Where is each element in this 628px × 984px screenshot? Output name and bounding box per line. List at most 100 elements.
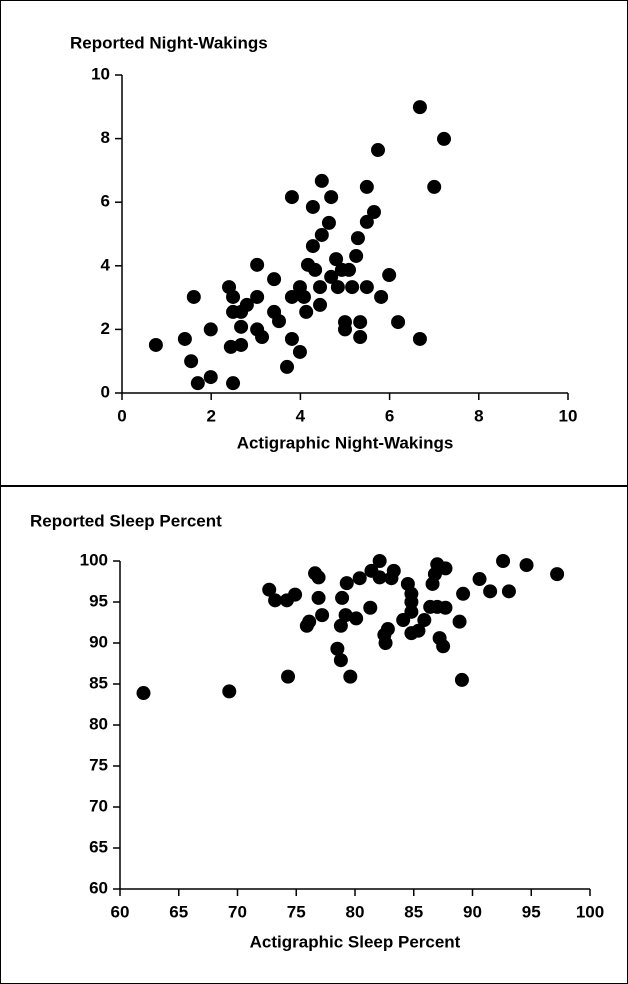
point — [335, 590, 350, 605]
point — [452, 614, 467, 629]
point — [436, 639, 451, 654]
point — [305, 239, 320, 254]
chart-title: Reported Night-Wakings — [70, 33, 268, 52]
point — [222, 684, 237, 699]
point — [333, 653, 348, 668]
point — [345, 280, 360, 295]
point — [404, 604, 419, 619]
point — [315, 608, 330, 623]
x-tick-label: 4 — [296, 406, 306, 425]
point — [284, 331, 299, 346]
y-tick-label: 85 — [89, 673, 108, 692]
point — [343, 669, 358, 684]
point — [349, 248, 364, 263]
point — [250, 289, 265, 304]
x-tick-label: 8 — [474, 406, 483, 425]
point — [271, 314, 286, 329]
point — [299, 304, 314, 319]
point — [324, 269, 339, 284]
y-tick-label: 80 — [89, 714, 108, 733]
point — [353, 330, 368, 345]
point — [374, 289, 389, 304]
point — [250, 257, 265, 272]
point — [391, 315, 406, 330]
point — [438, 561, 453, 576]
point — [501, 584, 516, 599]
point — [411, 623, 426, 638]
point — [333, 618, 348, 633]
point — [311, 590, 326, 605]
x-tick-label: 2 — [206, 406, 215, 425]
y-tick-label: 75 — [89, 755, 108, 774]
point — [438, 600, 453, 615]
x-axis-label: Actigraphic Night-Wakings — [237, 433, 454, 452]
x-tick-label: 95 — [522, 902, 541, 921]
point — [454, 672, 469, 687]
point — [380, 622, 395, 637]
point — [338, 322, 352, 337]
point — [550, 567, 565, 582]
point — [177, 331, 192, 346]
point — [321, 215, 336, 230]
point — [366, 205, 381, 220]
point — [136, 686, 151, 701]
point — [353, 315, 368, 330]
x-tick-label: 10 — [559, 406, 578, 425]
point — [288, 587, 303, 602]
point — [239, 297, 254, 312]
point — [352, 571, 367, 586]
point — [349, 611, 364, 626]
point — [234, 337, 249, 352]
point — [427, 179, 442, 194]
y-tick-label: 6 — [101, 192, 110, 211]
point — [437, 131, 452, 146]
point — [203, 370, 218, 385]
point — [472, 572, 487, 587]
point — [359, 179, 374, 194]
point — [226, 376, 241, 391]
point — [359, 280, 374, 295]
point — [386, 563, 401, 578]
point — [363, 600, 378, 615]
point — [456, 586, 471, 601]
point — [186, 289, 201, 304]
point — [308, 262, 323, 277]
x-tick-label: 80 — [346, 902, 365, 921]
point — [284, 190, 299, 205]
x-tick-label: 90 — [463, 902, 482, 921]
point — [324, 190, 339, 205]
point — [339, 576, 354, 591]
x-tick-label: 75 — [287, 902, 306, 921]
y-tick-label: 95 — [89, 591, 108, 610]
point — [190, 376, 205, 391]
point — [371, 143, 386, 158]
point — [148, 337, 163, 352]
point — [359, 214, 374, 229]
point — [280, 359, 295, 374]
point — [372, 570, 387, 585]
point — [226, 289, 241, 304]
point — [483, 584, 498, 599]
point — [296, 289, 311, 304]
point — [314, 227, 329, 242]
point — [302, 614, 317, 629]
point — [350, 231, 365, 246]
chart-title: Reported Sleep Percent — [30, 511, 222, 530]
point — [330, 641, 345, 656]
x-tick-label: 65 — [169, 902, 188, 921]
x-tick-label: 100 — [576, 902, 604, 921]
point — [268, 593, 283, 608]
y-tick-label: 90 — [89, 632, 108, 651]
y-tick-label: 4 — [101, 255, 111, 274]
point — [281, 669, 296, 684]
point — [338, 608, 353, 623]
y-tick-label: 2 — [101, 319, 110, 338]
point — [255, 330, 270, 345]
point — [305, 199, 320, 214]
x-tick-label: 6 — [385, 406, 394, 425]
y-tick-label: 8 — [101, 128, 110, 147]
point — [412, 331, 427, 346]
point — [417, 613, 432, 628]
